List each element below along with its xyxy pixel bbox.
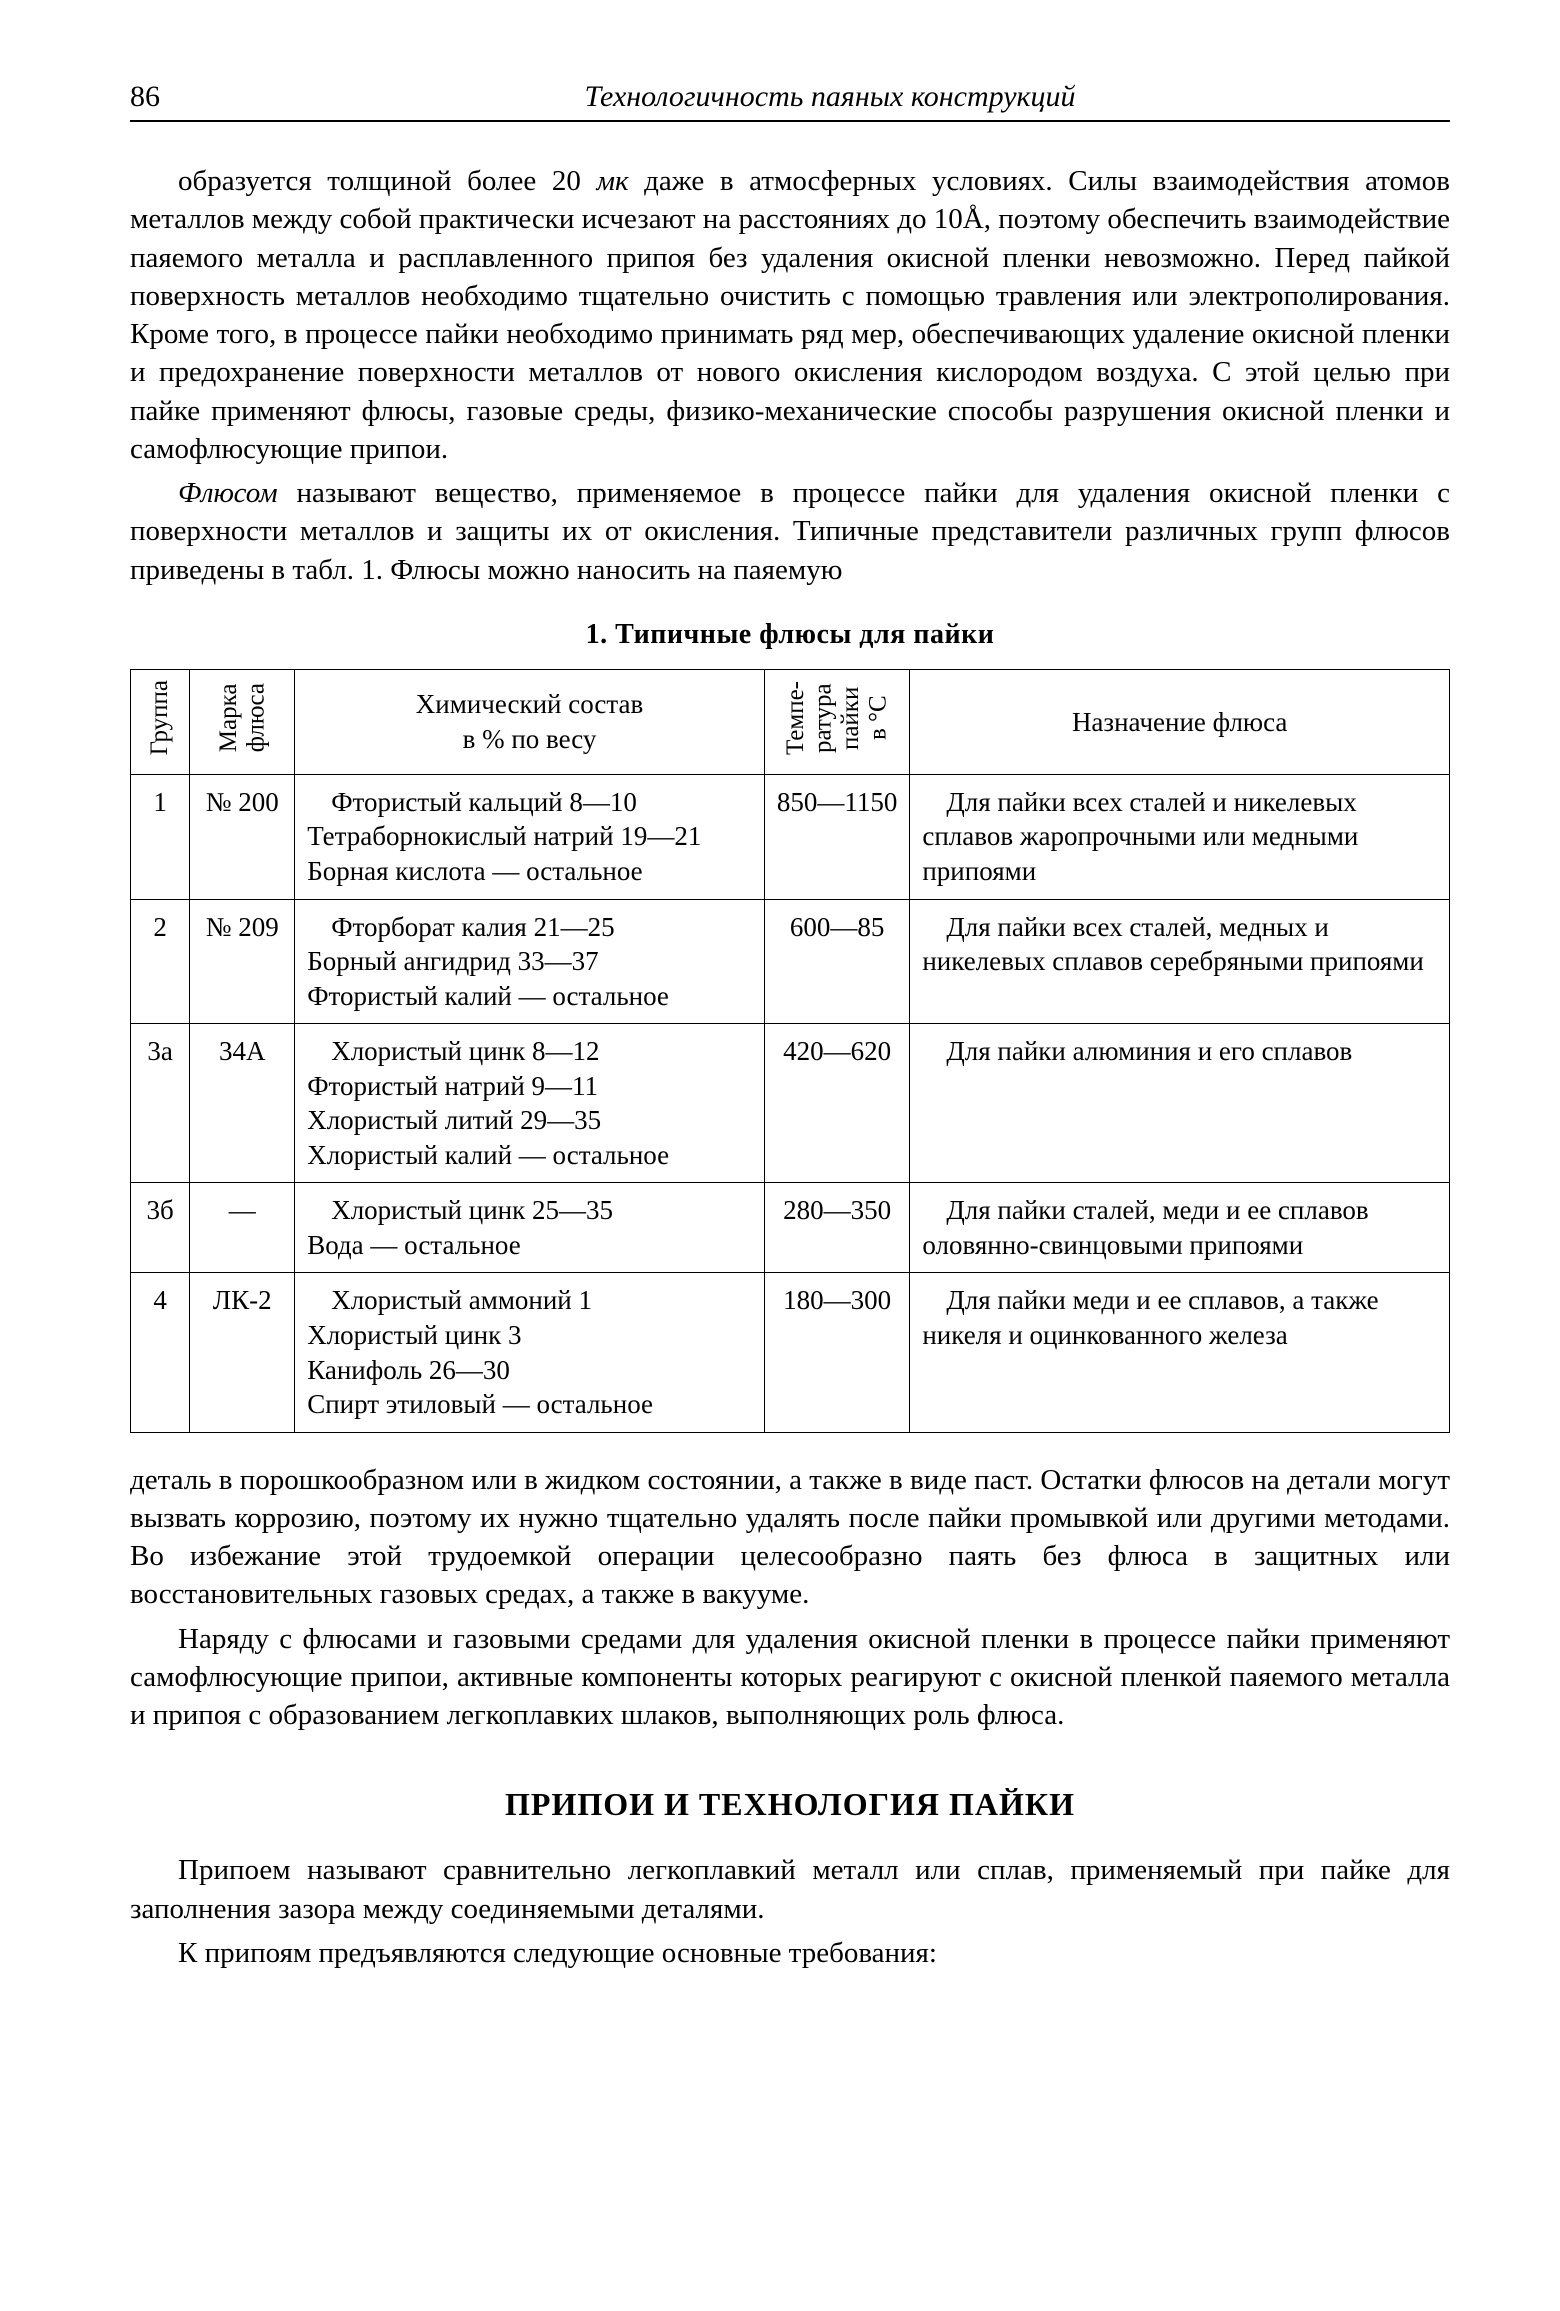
paragraph-1: образуется толщиной более 20 мк даже в а…: [130, 162, 1450, 468]
cell-purpose: Для пайки всех сталей, медных и никелевы…: [910, 899, 1450, 1024]
cell-brand: № 209: [190, 899, 295, 1024]
running-title: Технологичность паяных конструкций: [210, 80, 1450, 114]
cell-group: 1: [131, 774, 190, 899]
table-row: 2№ 209Фторборат калия 21—25 Борный ангид…: [131, 899, 1450, 1024]
cell-chem: Фторборат калия 21—25 Борный ангидрид 33…: [295, 899, 765, 1024]
cell-temp: 850—1150: [764, 774, 910, 899]
cell-brand: № 200: [190, 774, 295, 899]
th-group: Группа: [131, 669, 190, 774]
table-row: 4ЛК-2Хлористый аммоний 1 Хлористый цинк …: [131, 1273, 1450, 1432]
cell-brand: —: [190, 1183, 295, 1273]
cell-group: 2: [131, 899, 190, 1024]
cell-group: 4: [131, 1273, 190, 1432]
paragraph-4: Наряду с флюсами и газовыми средами для …: [130, 1620, 1450, 1735]
cell-brand: ЛК-2: [190, 1273, 295, 1432]
running-head: 86 Технологичность паяных конструкций: [130, 80, 1450, 122]
cell-temp: 280—350: [764, 1183, 910, 1273]
page: 86 Технологичность паяных конструкций об…: [0, 0, 1560, 2311]
flux-table: Группа Марка флюса Химический состав в %…: [130, 669, 1450, 1433]
section-heading: ПРИПОИ И ТЕХНОЛОГИЯ ПАЙКИ: [130, 1786, 1450, 1823]
page-number: 86: [130, 80, 210, 114]
table-row: 1№ 200Фтористый кальций 8—10 Тетраборнок…: [131, 774, 1450, 899]
th-brand: Марка флюса: [190, 669, 295, 774]
cell-temp: 600—85: [764, 899, 910, 1024]
table-caption: 1. Типичные флюсы для пайки: [130, 619, 1450, 651]
cell-purpose: Для пайки всех сталей и никелевых сплаво…: [910, 774, 1450, 899]
cell-temp: 180—300: [764, 1273, 910, 1432]
cell-purpose: Для пайки алюминия и его сплавов: [910, 1024, 1450, 1183]
cell-purpose: Для пайки сталей, меди и ее сплавов олов…: [910, 1183, 1450, 1273]
th-purpose: Назначение флюса: [910, 669, 1450, 774]
paragraph-6: К припоям предъявляются следующие основн…: [130, 1934, 1450, 1972]
paragraph-3: деталь в порошкообразном или в жидком со…: [130, 1461, 1450, 1614]
paragraph-5: Припоем называют сравнительно легкоплавк…: [130, 1851, 1450, 1928]
cell-chem: Хлористый аммоний 1 Хлористый цинк 3 Кан…: [295, 1273, 765, 1432]
cell-brand: 34А: [190, 1024, 295, 1183]
table-header-row: Группа Марка флюса Химический состав в %…: [131, 669, 1450, 774]
cell-chem: Хлористый цинк 8—12 Фтористый натрий 9—1…: [295, 1024, 765, 1183]
cell-group: 3а: [131, 1024, 190, 1183]
table-row: 3б—Хлористый цинк 25—35 Вода — остальное…: [131, 1183, 1450, 1273]
cell-purpose: Для пайки меди и ее сплавов, а также ник…: [910, 1273, 1450, 1432]
cell-group: 3б: [131, 1183, 190, 1273]
cell-chem: Фтористый кальций 8—10 Тетраборнокислый …: [295, 774, 765, 899]
table-row: 3а34АХлористый цинк 8—12 Фтористый натри…: [131, 1024, 1450, 1183]
th-temp: Темпе- ратура пайки в °C: [764, 669, 910, 774]
table-body: 1№ 200Фтористый кальций 8—10 Тетраборнок…: [131, 774, 1450, 1432]
paragraph-2: Флюсом называют вещество, применяемое в …: [130, 474, 1450, 589]
cell-chem: Хлористый цинк 25—35 Вода — остальное: [295, 1183, 765, 1273]
th-chem: Химический состав в % по весу: [295, 669, 765, 774]
cell-temp: 420—620: [764, 1024, 910, 1183]
